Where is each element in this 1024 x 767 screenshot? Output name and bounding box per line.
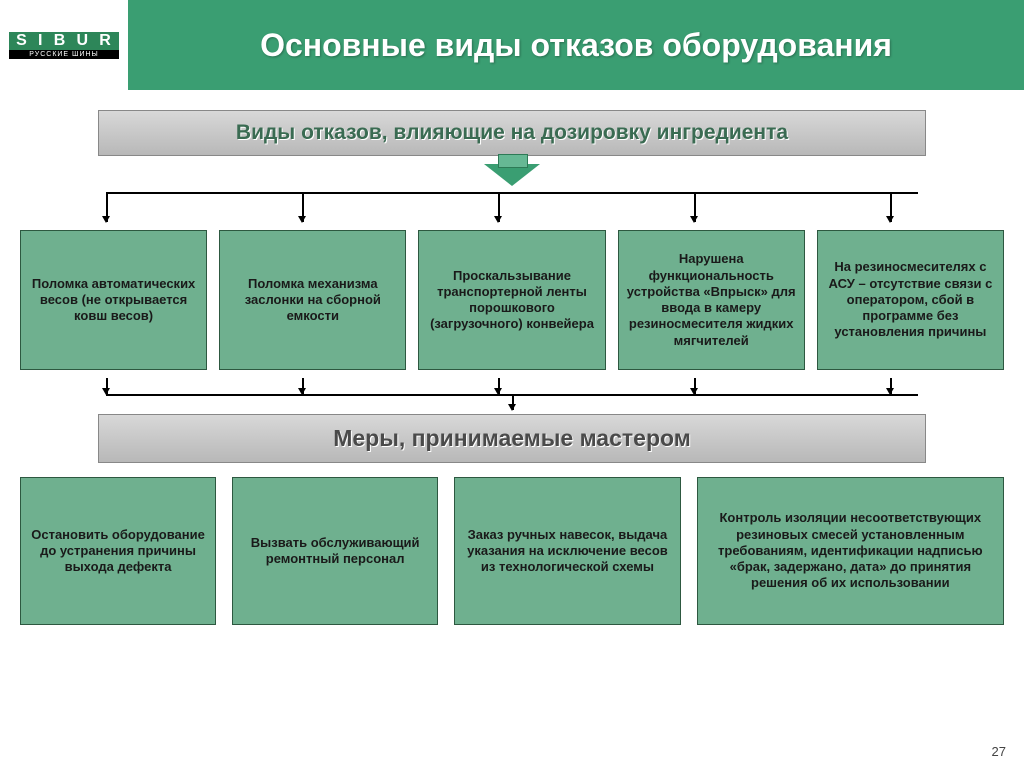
measure-box-0: Остановить оборудование до устранения пр… bbox=[20, 477, 216, 625]
title-bar: Основные виды отказов оборудования bbox=[128, 0, 1024, 90]
failure-box-0: Поломка автоматических весов (не открыва… bbox=[20, 230, 207, 370]
connector-mid bbox=[18, 378, 1006, 414]
failure-box-3: Нарушена функциональность устройства «Вп… bbox=[618, 230, 805, 370]
failure-box-2: Проскальзывание транспортерной ленты пор… bbox=[418, 230, 605, 370]
measure-box-3: Контроль изоляции несоответствующих рези… bbox=[697, 477, 1004, 625]
measures-row: Остановить оборудование до устранения пр… bbox=[18, 477, 1006, 625]
failures-banner: Виды отказов, влияющие на дозировку ингр… bbox=[98, 110, 926, 156]
content: Виды отказов, влияющие на дозировку ингр… bbox=[0, 90, 1024, 625]
company-logo: SIBUR РУССКИЕ ШИНЫ bbox=[9, 32, 119, 59]
failures-row: Поломка автоматических весов (не открыва… bbox=[18, 230, 1006, 370]
logo-subtitle: РУССКИЕ ШИНЫ bbox=[9, 50, 119, 59]
connector-top bbox=[18, 192, 1006, 230]
page-number: 27 bbox=[992, 744, 1006, 759]
measure-box-2: Заказ ручных навесок, выдача указания на… bbox=[454, 477, 680, 625]
logo-cell: SIBUR РУССКИЕ ШИНЫ bbox=[0, 0, 128, 90]
page-title: Основные виды отказов оборудования bbox=[260, 27, 892, 64]
measure-box-1: Вызвать обслуживающий ремонтный персонал bbox=[232, 477, 438, 625]
failure-box-1: Поломка механизма заслонки на сборной ем… bbox=[219, 230, 406, 370]
arrow-down-icon bbox=[484, 164, 540, 186]
measures-banner: Меры, принимаемые мастером bbox=[98, 414, 926, 463]
header: SIBUR РУССКИЕ ШИНЫ Основные виды отказов… bbox=[0, 0, 1024, 90]
failure-box-4: На резиносмесителях с АСУ – отсутствие с… bbox=[817, 230, 1004, 370]
